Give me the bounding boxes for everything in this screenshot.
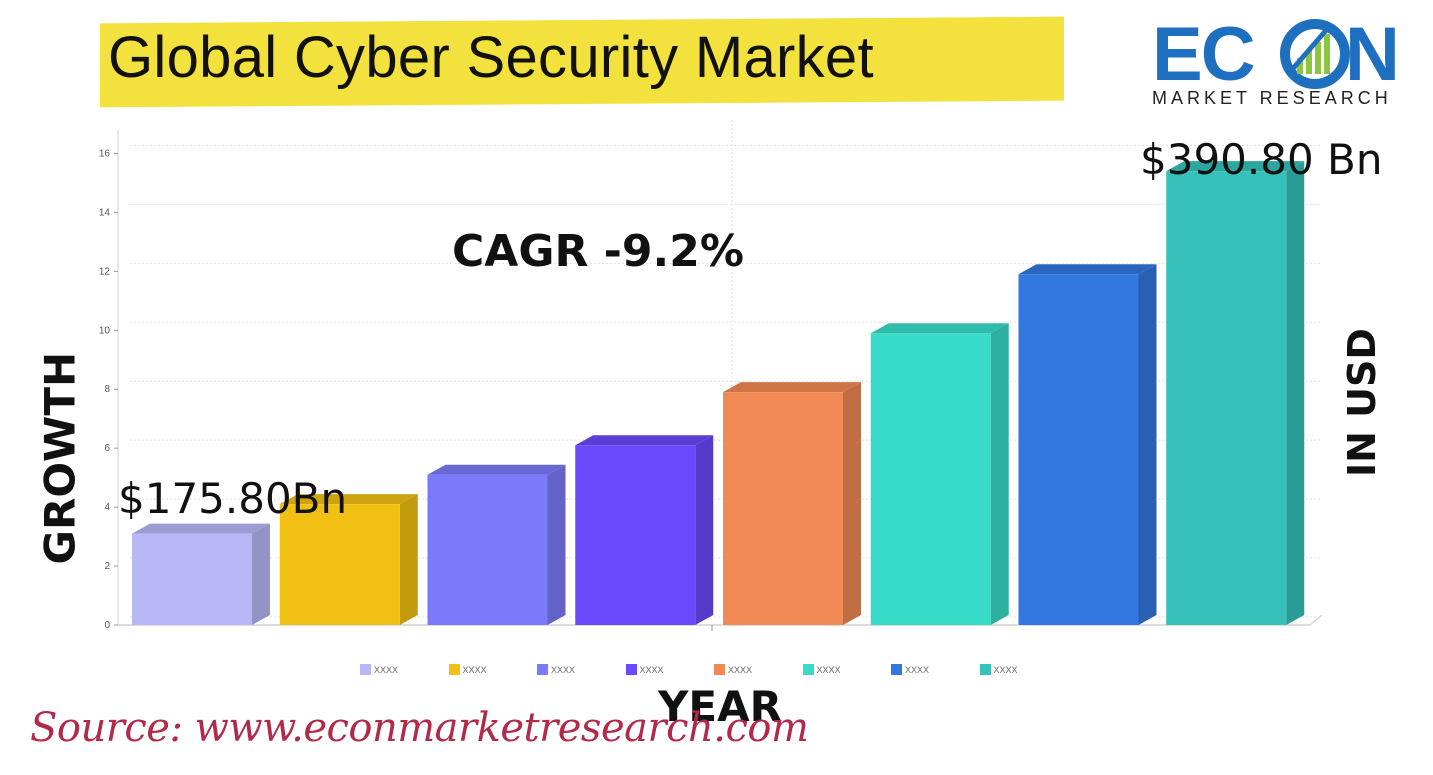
bar-top <box>1166 161 1305 172</box>
legend-label: XXXX <box>551 664 576 675</box>
bar-side <box>1286 161 1305 625</box>
y-tick-label: 14 <box>99 207 111 218</box>
bar <box>279 504 400 625</box>
legend-swatch <box>714 664 725 675</box>
legend-swatch <box>979 664 991 675</box>
bar-top <box>132 523 270 534</box>
econ-logo: EC N <box>1152 12 1400 97</box>
bar-top <box>575 435 714 446</box>
y-tick-label: 10 <box>99 325 111 336</box>
bar-top <box>870 323 1009 334</box>
last-value-label: $390.80 Bn <box>1140 135 1383 184</box>
bar-side <box>843 382 861 625</box>
legend-swatch <box>360 664 371 675</box>
legend-swatch <box>448 664 460 675</box>
bar <box>427 474 548 625</box>
legend-item[interactable]: XXXX <box>360 664 398 675</box>
bar-side <box>252 523 270 625</box>
y-tick-label: 2 <box>104 561 110 572</box>
legend-label: XXXX <box>462 664 487 675</box>
chart-legend: XXXX XXXX XXXX XXXX XXXX XXXX XXXX XXXX <box>0 664 1433 678</box>
y-tick-label: 0 <box>104 620 110 631</box>
legend-item[interactable]: XXXX <box>891 664 929 675</box>
legend-item[interactable]: XXXX <box>802 664 841 675</box>
y-tick-label: 4 <box>104 502 110 513</box>
bar <box>1166 171 1287 625</box>
bar-side <box>1138 264 1157 625</box>
bar-top <box>427 464 566 475</box>
y-tick-label: 12 <box>99 266 111 277</box>
y-axis-label: GROWTH <box>35 351 85 565</box>
bar <box>870 333 991 625</box>
bar-top <box>279 494 418 505</box>
legend-item[interactable]: XXXX <box>537 664 575 675</box>
legend-label: XXXX <box>993 664 1018 675</box>
legend-item[interactable]: XXXX <box>714 664 752 675</box>
unit-label: IN USD <box>1340 328 1384 477</box>
legend-swatch <box>891 664 902 675</box>
bar-side <box>695 435 714 625</box>
legend-item[interactable]: XXXX <box>979 664 1018 675</box>
logo-subtitle: MARKET RESEARCH <box>1152 88 1392 108</box>
legend-label: XXXX <box>639 664 664 675</box>
first-value-label: $175.80Bn <box>118 474 348 523</box>
legend-swatch <box>802 664 814 675</box>
bar <box>132 533 252 625</box>
bar <box>1018 274 1139 625</box>
legend-swatch <box>625 664 637 675</box>
bar-top <box>723 382 861 393</box>
bar-side <box>547 464 566 625</box>
legend-swatch <box>537 664 548 675</box>
bar <box>575 445 696 625</box>
legend-label: XXXX <box>905 664 930 675</box>
svg-text:EC: EC <box>1152 12 1254 97</box>
chart-title: Global Cyber Security Market <box>108 25 874 90</box>
bar-top <box>1018 264 1157 275</box>
cagr-label: CAGR -9.2% <box>452 226 744 277</box>
bar-side <box>990 323 1009 625</box>
legend-label: XXXX <box>816 664 841 675</box>
legend-item[interactable]: XXXX <box>625 664 664 675</box>
legend-label: XXXX <box>728 664 753 675</box>
bar <box>723 392 843 625</box>
y-tick-label: 16 <box>99 148 111 159</box>
legend-item[interactable]: XXXX <box>448 664 487 675</box>
x-axis-label: YEAR <box>658 682 782 731</box>
bar-side <box>399 494 418 625</box>
y-tick-label: 8 <box>104 384 110 395</box>
source-note[interactable]: Source: www.econmarketresearch.com <box>30 705 809 751</box>
svg-text:N: N <box>1345 12 1400 97</box>
y-tick-label: 6 <box>104 443 110 454</box>
legend-label: XXXX <box>374 664 399 675</box>
floor-edge <box>1309 614 1323 626</box>
